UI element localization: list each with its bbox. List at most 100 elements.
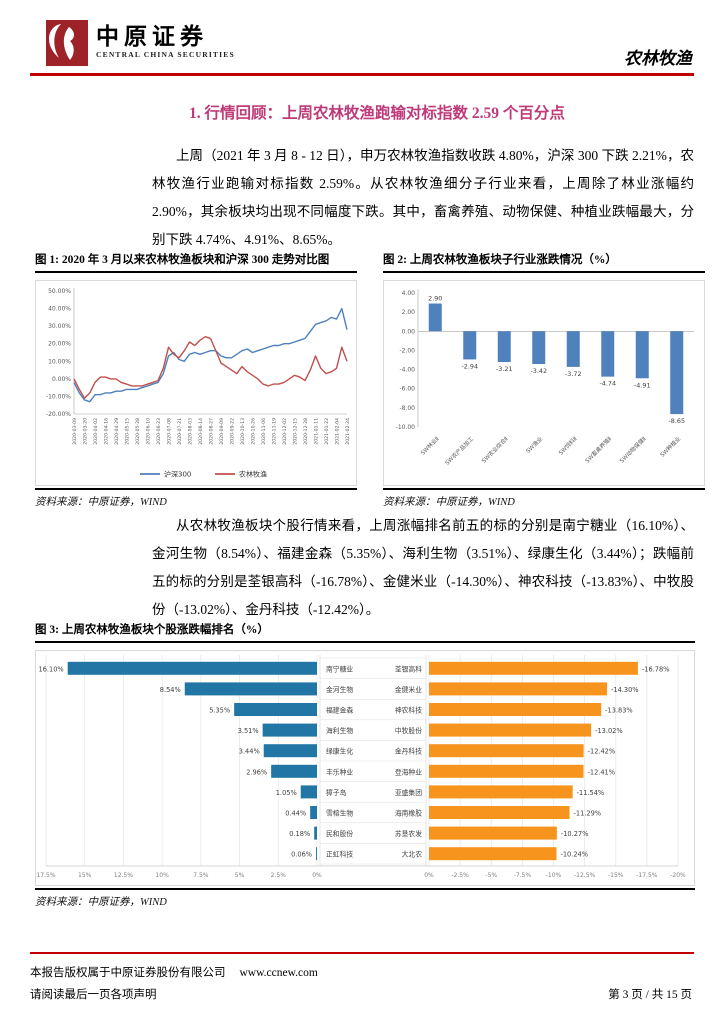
svg-text:SW林业Ⅱ: SW林业Ⅱ xyxy=(419,435,441,457)
svg-text:神农科技: 神农科技 xyxy=(395,706,422,715)
svg-text:金健米业: 金健米业 xyxy=(395,685,422,694)
svg-text:2021-02-24: 2021-02-24 xyxy=(345,418,351,445)
svg-text:金丹科技: 金丹科技 xyxy=(395,747,422,756)
svg-text:2021-02-04: 2021-02-04 xyxy=(335,418,341,445)
svg-text:-3.42: -3.42 xyxy=(530,367,547,375)
svg-text:正虹科技: 正虹科技 xyxy=(326,850,353,859)
paragraph-market-review: 上周（2021 年 3 月 8 - 12 日），申万农林牧渔指数收跌 4.80%… xyxy=(152,148,694,247)
figure2-bottom-rule xyxy=(383,488,705,490)
footer-url: www.ccnew.com xyxy=(239,967,318,979)
svg-text:獐子岛: 獐子岛 xyxy=(326,788,347,797)
svg-text:苏垦农发: 苏垦农发 xyxy=(395,829,422,838)
svg-text:-14.30%: -14.30% xyxy=(611,686,639,694)
svg-text:-7.5%: -7.5% xyxy=(514,872,532,879)
svg-text:-6.00: -6.00 xyxy=(399,386,415,393)
svg-text:雪榕生物: 雪榕生物 xyxy=(326,809,353,818)
svg-text:农林牧渔: 农林牧渔 xyxy=(239,470,267,479)
svg-text:2020-12-15: 2020-12-15 xyxy=(293,418,299,445)
svg-text:-11.29%: -11.29% xyxy=(574,810,602,818)
svg-text:-15%: -15% xyxy=(608,872,624,879)
figure1-bottom-rule xyxy=(35,488,357,490)
svg-text:登海种业: 登海种业 xyxy=(395,767,422,776)
figure3-tornado-chart: 16.10% 南宁糖业 8.54% 金河生物 5.35% 福建金森 3.51% 海利生物 3.4… xyxy=(36,655,686,879)
svg-text:-3.72: -3.72 xyxy=(565,370,582,378)
svg-text:-10.27%: -10.27% xyxy=(561,830,589,838)
section-title: 1. 行情回顾：上周农林牧渔跑输对标指数 2.59 个百分点 xyxy=(189,105,565,122)
svg-text:-12.42%: -12.42% xyxy=(588,748,616,756)
svg-text:-17.5%: -17.5% xyxy=(636,872,658,879)
figure2-chart-box: 4.00 2.00 0.00 -2.00 -4.00 -6.00 -8.00 -10.00 2.… xyxy=(383,280,705,486)
svg-text:-16.78%: -16.78% xyxy=(642,665,670,673)
svg-text:30.00%: 30.00% xyxy=(48,323,71,330)
svg-text:2020-04-29: 2020-04-29 xyxy=(114,418,120,445)
svg-text:-10.00%: -10.00% xyxy=(46,393,71,400)
svg-text:17.5%: 17.5% xyxy=(36,872,55,879)
svg-text:丰乐种业: 丰乐种业 xyxy=(326,767,353,776)
footer-page-number: 第 3 页 / 共 15 页 xyxy=(608,989,692,1001)
svg-text:2020-05-15: 2020-05-15 xyxy=(125,418,131,445)
logo-icon xyxy=(46,20,88,66)
svg-text:50.00%: 50.00% xyxy=(48,288,71,295)
svg-text:SW农业综合Ⅱ: SW农业综合Ⅱ xyxy=(480,435,510,465)
svg-text:-20.00%: -20.00% xyxy=(46,411,71,418)
svg-text:大北农: 大北农 xyxy=(402,850,423,859)
svg-text:2.90: 2.90 xyxy=(428,295,442,303)
svg-text:-10.00: -10.00 xyxy=(396,424,416,431)
svg-text:中牧股份: 中牧股份 xyxy=(395,726,422,735)
svg-text:7.5%: 7.5% xyxy=(193,872,209,879)
svg-text:2020-04-02: 2020-04-02 xyxy=(93,418,99,445)
svg-text:2020-06-23: 2020-06-23 xyxy=(156,418,162,445)
svg-text:0.18%: 0.18% xyxy=(289,830,310,838)
svg-text:SW动物保健Ⅱ: SW动物保健Ⅱ xyxy=(618,435,648,465)
svg-text:0%: 0% xyxy=(312,872,322,879)
svg-text:-2.00: -2.00 xyxy=(399,347,415,354)
svg-text:2020-05-28: 2020-05-28 xyxy=(135,418,141,445)
svg-text:-2.94: -2.94 xyxy=(461,362,478,370)
svg-text:-13.02%: -13.02% xyxy=(595,727,623,735)
svg-text:金河生物: 金河生物 xyxy=(326,685,353,694)
svg-text:SW种植业: SW种植业 xyxy=(658,434,682,458)
svg-text:2020-11-06: 2020-11-06 xyxy=(261,418,267,445)
report-category: 农林牧渔 xyxy=(624,49,692,68)
svg-text:-2.5%: -2.5% xyxy=(451,872,469,879)
footer-left: 本报告版权属于中原证券股份有限公司 www.ccnew.com 请阅读最后一页各项… xyxy=(30,962,318,1006)
figure3-bottom-rule xyxy=(35,888,695,890)
svg-text:-12.5%: -12.5% xyxy=(574,872,596,879)
svg-text:2020-12-28: 2020-12-28 xyxy=(303,418,309,445)
svg-text:10%: 10% xyxy=(155,872,169,879)
svg-text:2020-07-21: 2020-07-21 xyxy=(177,418,183,445)
svg-text:0.44%: 0.44% xyxy=(285,810,306,818)
svg-text:20.00%: 20.00% xyxy=(48,341,71,348)
footer-copyright: 本报告版权属于中原证券股份有限公司 xyxy=(30,967,226,979)
svg-text:0.00%: 0.00% xyxy=(52,376,71,383)
header-rule xyxy=(30,73,694,76)
svg-text:沪深300: 沪深300 xyxy=(164,470,191,479)
figure2-title: 图 2: 上周农林牧渔板块子行业涨跌情况（%） xyxy=(383,251,705,273)
figure1-block: 图 1: 2020 年 3 月以来农林牧渔板块和沪深 300 走势对比图 50.… xyxy=(35,251,357,509)
svg-text:2020-06-10: 2020-06-10 xyxy=(146,418,152,445)
svg-text:0.00: 0.00 xyxy=(402,328,416,335)
svg-text:SW畜禽养殖Ⅱ: SW畜禽养殖Ⅱ xyxy=(583,435,613,465)
svg-text:2020-03-09: 2020-03-09 xyxy=(72,418,78,445)
svg-text:2020-07-08: 2020-07-08 xyxy=(167,418,173,445)
svg-text:2021-01-11: 2021-01-11 xyxy=(314,418,320,445)
svg-text:亚盛集团: 亚盛集团 xyxy=(395,788,422,797)
svg-text:-8.65: -8.65 xyxy=(668,417,685,425)
svg-text:2020-09-09: 2020-09-09 xyxy=(219,418,225,445)
svg-text:40.00%: 40.00% xyxy=(48,306,71,313)
svg-text:1.05%: 1.05% xyxy=(276,789,297,797)
svg-text:-10.24%: -10.24% xyxy=(560,851,588,859)
svg-text:3.44%: 3.44% xyxy=(239,748,260,756)
svg-text:-10%: -10% xyxy=(546,872,562,879)
svg-text:2.96%: 2.96% xyxy=(246,768,267,776)
svg-text:海利生物: 海利生物 xyxy=(326,726,353,735)
figure1-source: 资料来源：中原证券，WIND xyxy=(35,497,167,508)
svg-text:2.5%: 2.5% xyxy=(271,872,287,879)
svg-text:0.06%: 0.06% xyxy=(291,851,312,859)
svg-text:10.00%: 10.00% xyxy=(48,358,71,365)
svg-text:2.00: 2.00 xyxy=(402,309,416,316)
svg-text:2020-08-14: 2020-08-14 xyxy=(198,418,204,445)
svg-text:2020-11-19: 2020-11-19 xyxy=(272,418,278,445)
footer-rule xyxy=(30,952,694,954)
